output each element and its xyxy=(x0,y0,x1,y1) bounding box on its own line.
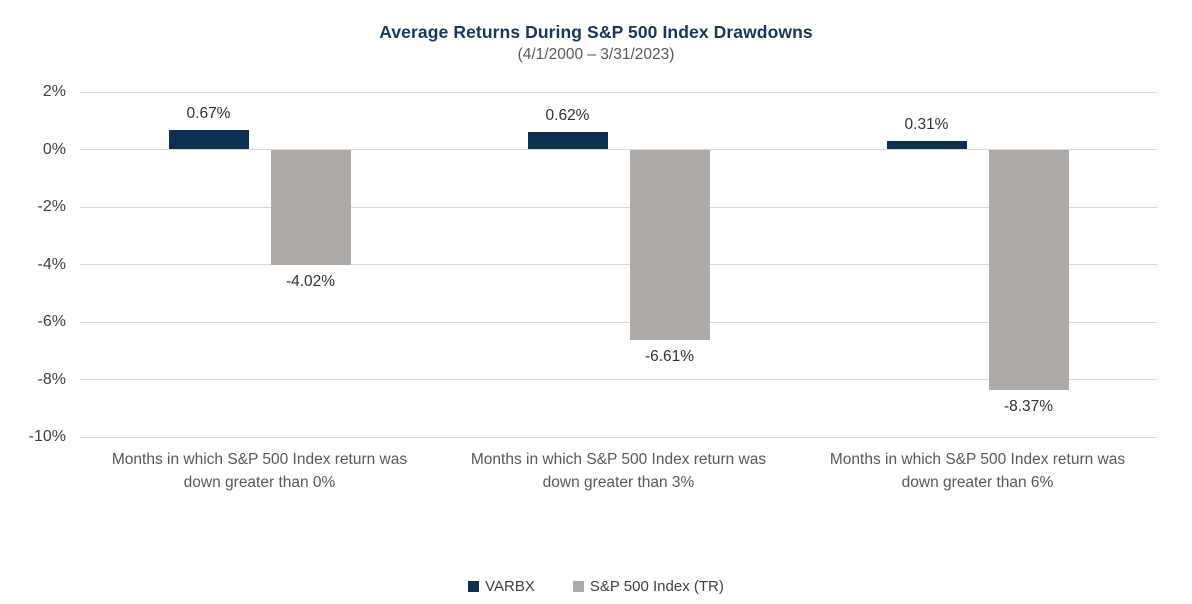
legend-label: VARBX xyxy=(485,578,535,595)
x-category-label-line: Months in which S&P 500 Index return was xyxy=(829,451,1126,468)
chart-subtitle: (4/1/2000 – 3/31/2023) xyxy=(517,46,675,63)
value-label: -8.37% xyxy=(1003,398,1054,416)
x-category-label-line: down greater than 0% xyxy=(183,474,336,491)
value-label: -4.02% xyxy=(285,273,336,291)
value-label: 0.31% xyxy=(904,115,949,133)
gridline xyxy=(80,379,1157,380)
plot-area: 0.67% -4.02% 0.62% -6.61% 0.31% -8.37% xyxy=(80,91,1157,438)
x-category-label-line: Months in which S&P 500 Index return was xyxy=(470,451,767,468)
gridline xyxy=(80,321,1157,323)
legend-item: S&P 500 Index (TR) xyxy=(572,578,724,595)
chart-title: Average Returns During S&P 500 Index Dra… xyxy=(379,22,813,42)
varbx-bar-1 xyxy=(527,131,608,150)
x-category-label-line: down greater than 6% xyxy=(901,474,1054,491)
legend-item: VARBX xyxy=(468,578,535,595)
sp500-bar-0 xyxy=(270,149,351,266)
y-tick-label: 2% xyxy=(42,83,66,100)
x-category-label-1: Months in which S&P 500 Index return was… xyxy=(436,448,801,494)
y-tick-label: -8% xyxy=(37,370,66,388)
value-label: 0.62% xyxy=(545,106,590,124)
y-tick-label: -4% xyxy=(37,255,66,273)
sp500-bar-1 xyxy=(629,149,710,340)
x-category-label-line: down greater than 3% xyxy=(542,474,695,491)
y-tick-label: -2% xyxy=(37,198,66,215)
x-category-label-line: Months in which S&P 500 Index return was xyxy=(111,451,408,468)
sp500-bar-2 xyxy=(988,149,1069,391)
legend-swatch-icon xyxy=(468,581,480,592)
x-category-label-2: Months in which S&P 500 Index return was… xyxy=(795,448,1160,494)
varbx-bar-0 xyxy=(168,130,249,150)
legend-label: S&P 500 Index (TR) xyxy=(589,578,724,595)
gridline xyxy=(80,206,1157,208)
legend: VARBX S&P 500 Index (TR) xyxy=(0,578,1192,595)
value-label: 0.67% xyxy=(186,105,231,123)
y-tick-label: 0% xyxy=(42,140,66,158)
varbx-bar-2 xyxy=(886,140,967,150)
gridline xyxy=(80,91,1157,93)
legend-swatch-icon xyxy=(572,581,584,592)
value-label: -6.61% xyxy=(644,347,695,365)
gridline xyxy=(80,149,1157,150)
y-tick-label: -6% xyxy=(37,313,66,330)
gridline xyxy=(80,436,1157,438)
y-tick-label: -10% xyxy=(28,428,66,445)
gridline xyxy=(80,264,1157,265)
x-category-label-0: Months in which S&P 500 Index return was… xyxy=(77,448,442,494)
